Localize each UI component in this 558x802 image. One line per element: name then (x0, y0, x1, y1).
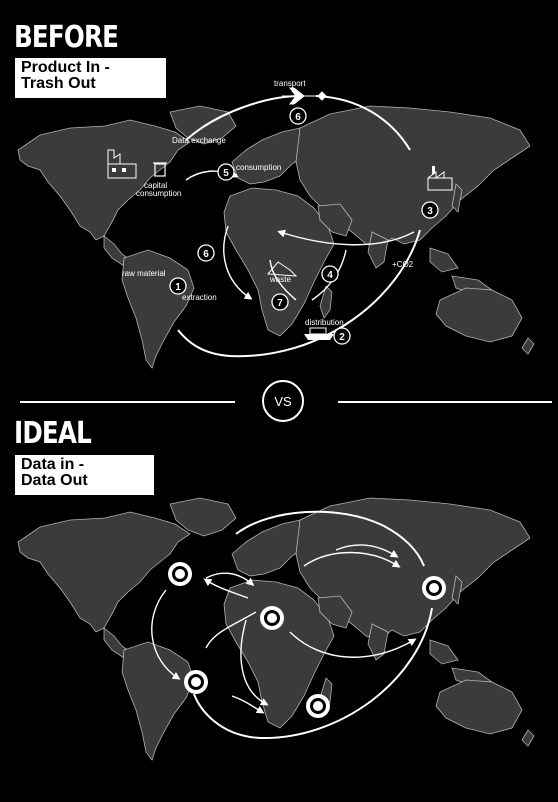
factory-icon-left (107, 149, 137, 179)
label-transport: transport (274, 79, 306, 88)
arc-distribution-to-africa (277, 229, 415, 246)
waste-pile-icon (266, 261, 298, 277)
trash-icon (153, 162, 167, 177)
before-heading: BEFORE (14, 20, 119, 55)
arc-europe-africa (240, 619, 269, 706)
plane-icon (282, 87, 327, 105)
label-co2: +CO2 (392, 260, 414, 269)
label-data-exchange: Data exchange (172, 136, 226, 145)
arc-transport-to-asia (315, 95, 411, 151)
step-number: 3 (427, 206, 433, 217)
step-circle-waste: 7 (271, 293, 289, 311)
label-raw-material: raw material (122, 269, 166, 278)
arc-europe-asia (303, 551, 401, 568)
ideal-caption-line1: Data in - (21, 456, 85, 473)
arc-top-loop (235, 510, 425, 567)
arc-na-sa (151, 589, 181, 680)
step-number: 5 (223, 168, 229, 179)
node-south-america (184, 670, 208, 694)
step-number: 4 (327, 270, 333, 281)
arc-to-transport (185, 95, 301, 141)
step-number: 2 (339, 332, 345, 343)
before-caption-box: Product In - Trash Out (15, 58, 166, 98)
label-distribution: distribution (305, 318, 344, 327)
vs-divider-left (20, 401, 235, 403)
step-circle-return: 6 (197, 244, 215, 262)
ideal-flow-arcs (151, 510, 433, 740)
node-africa (306, 694, 330, 718)
step-number: 1 (175, 282, 181, 293)
factory-icon-right (427, 166, 453, 191)
arc-africa-asia (289, 631, 417, 658)
step-circle-extraction: 1 (169, 277, 187, 295)
node-europe (260, 606, 284, 630)
before-map (17, 105, 535, 369)
step-number: 6 (203, 249, 209, 260)
arc-outer-loop (177, 229, 421, 358)
step-circle-transport: 6 (289, 107, 307, 125)
vs-label: VS (274, 393, 292, 409)
arc-waste (269, 259, 297, 301)
arc-europe-east (335, 544, 399, 558)
label-extraction: extraction (182, 293, 217, 302)
label-capital-2: consumption (136, 189, 181, 198)
node-asia (422, 576, 446, 600)
step-circle-4: 4 (321, 265, 339, 283)
step-circle-distribution: 2 (333, 327, 351, 345)
arc-sa-africa (231, 695, 265, 714)
arc-na-europe (205, 572, 255, 586)
arc-europe-down (205, 611, 257, 649)
step-number: 6 (295, 112, 301, 123)
step-number: 7 (277, 298, 283, 309)
step-circle-consumption: 5 (217, 163, 235, 181)
vs-badge: VS (262, 380, 304, 422)
before-caption-line2: Trash Out (21, 75, 96, 92)
label-consumption: consumption (236, 163, 281, 172)
ideal-caption-line2: Data Out (21, 472, 88, 489)
arc-return-6 (223, 225, 253, 300)
ship-icon (304, 327, 334, 340)
label-capital-1: capital (144, 181, 167, 190)
ideal-caption-box: Data in - Data Out (15, 455, 154, 495)
arc-europe-na (203, 578, 249, 599)
step-circle-factory: 3 (421, 201, 439, 219)
ideal-heading: IDEAL (14, 416, 92, 451)
node-north-america (168, 562, 192, 586)
arc-bottom-loop (193, 607, 433, 740)
before-caption-line1: Product In - (21, 59, 110, 76)
vs-divider-right (338, 401, 552, 403)
label-waste: waste (269, 275, 291, 284)
